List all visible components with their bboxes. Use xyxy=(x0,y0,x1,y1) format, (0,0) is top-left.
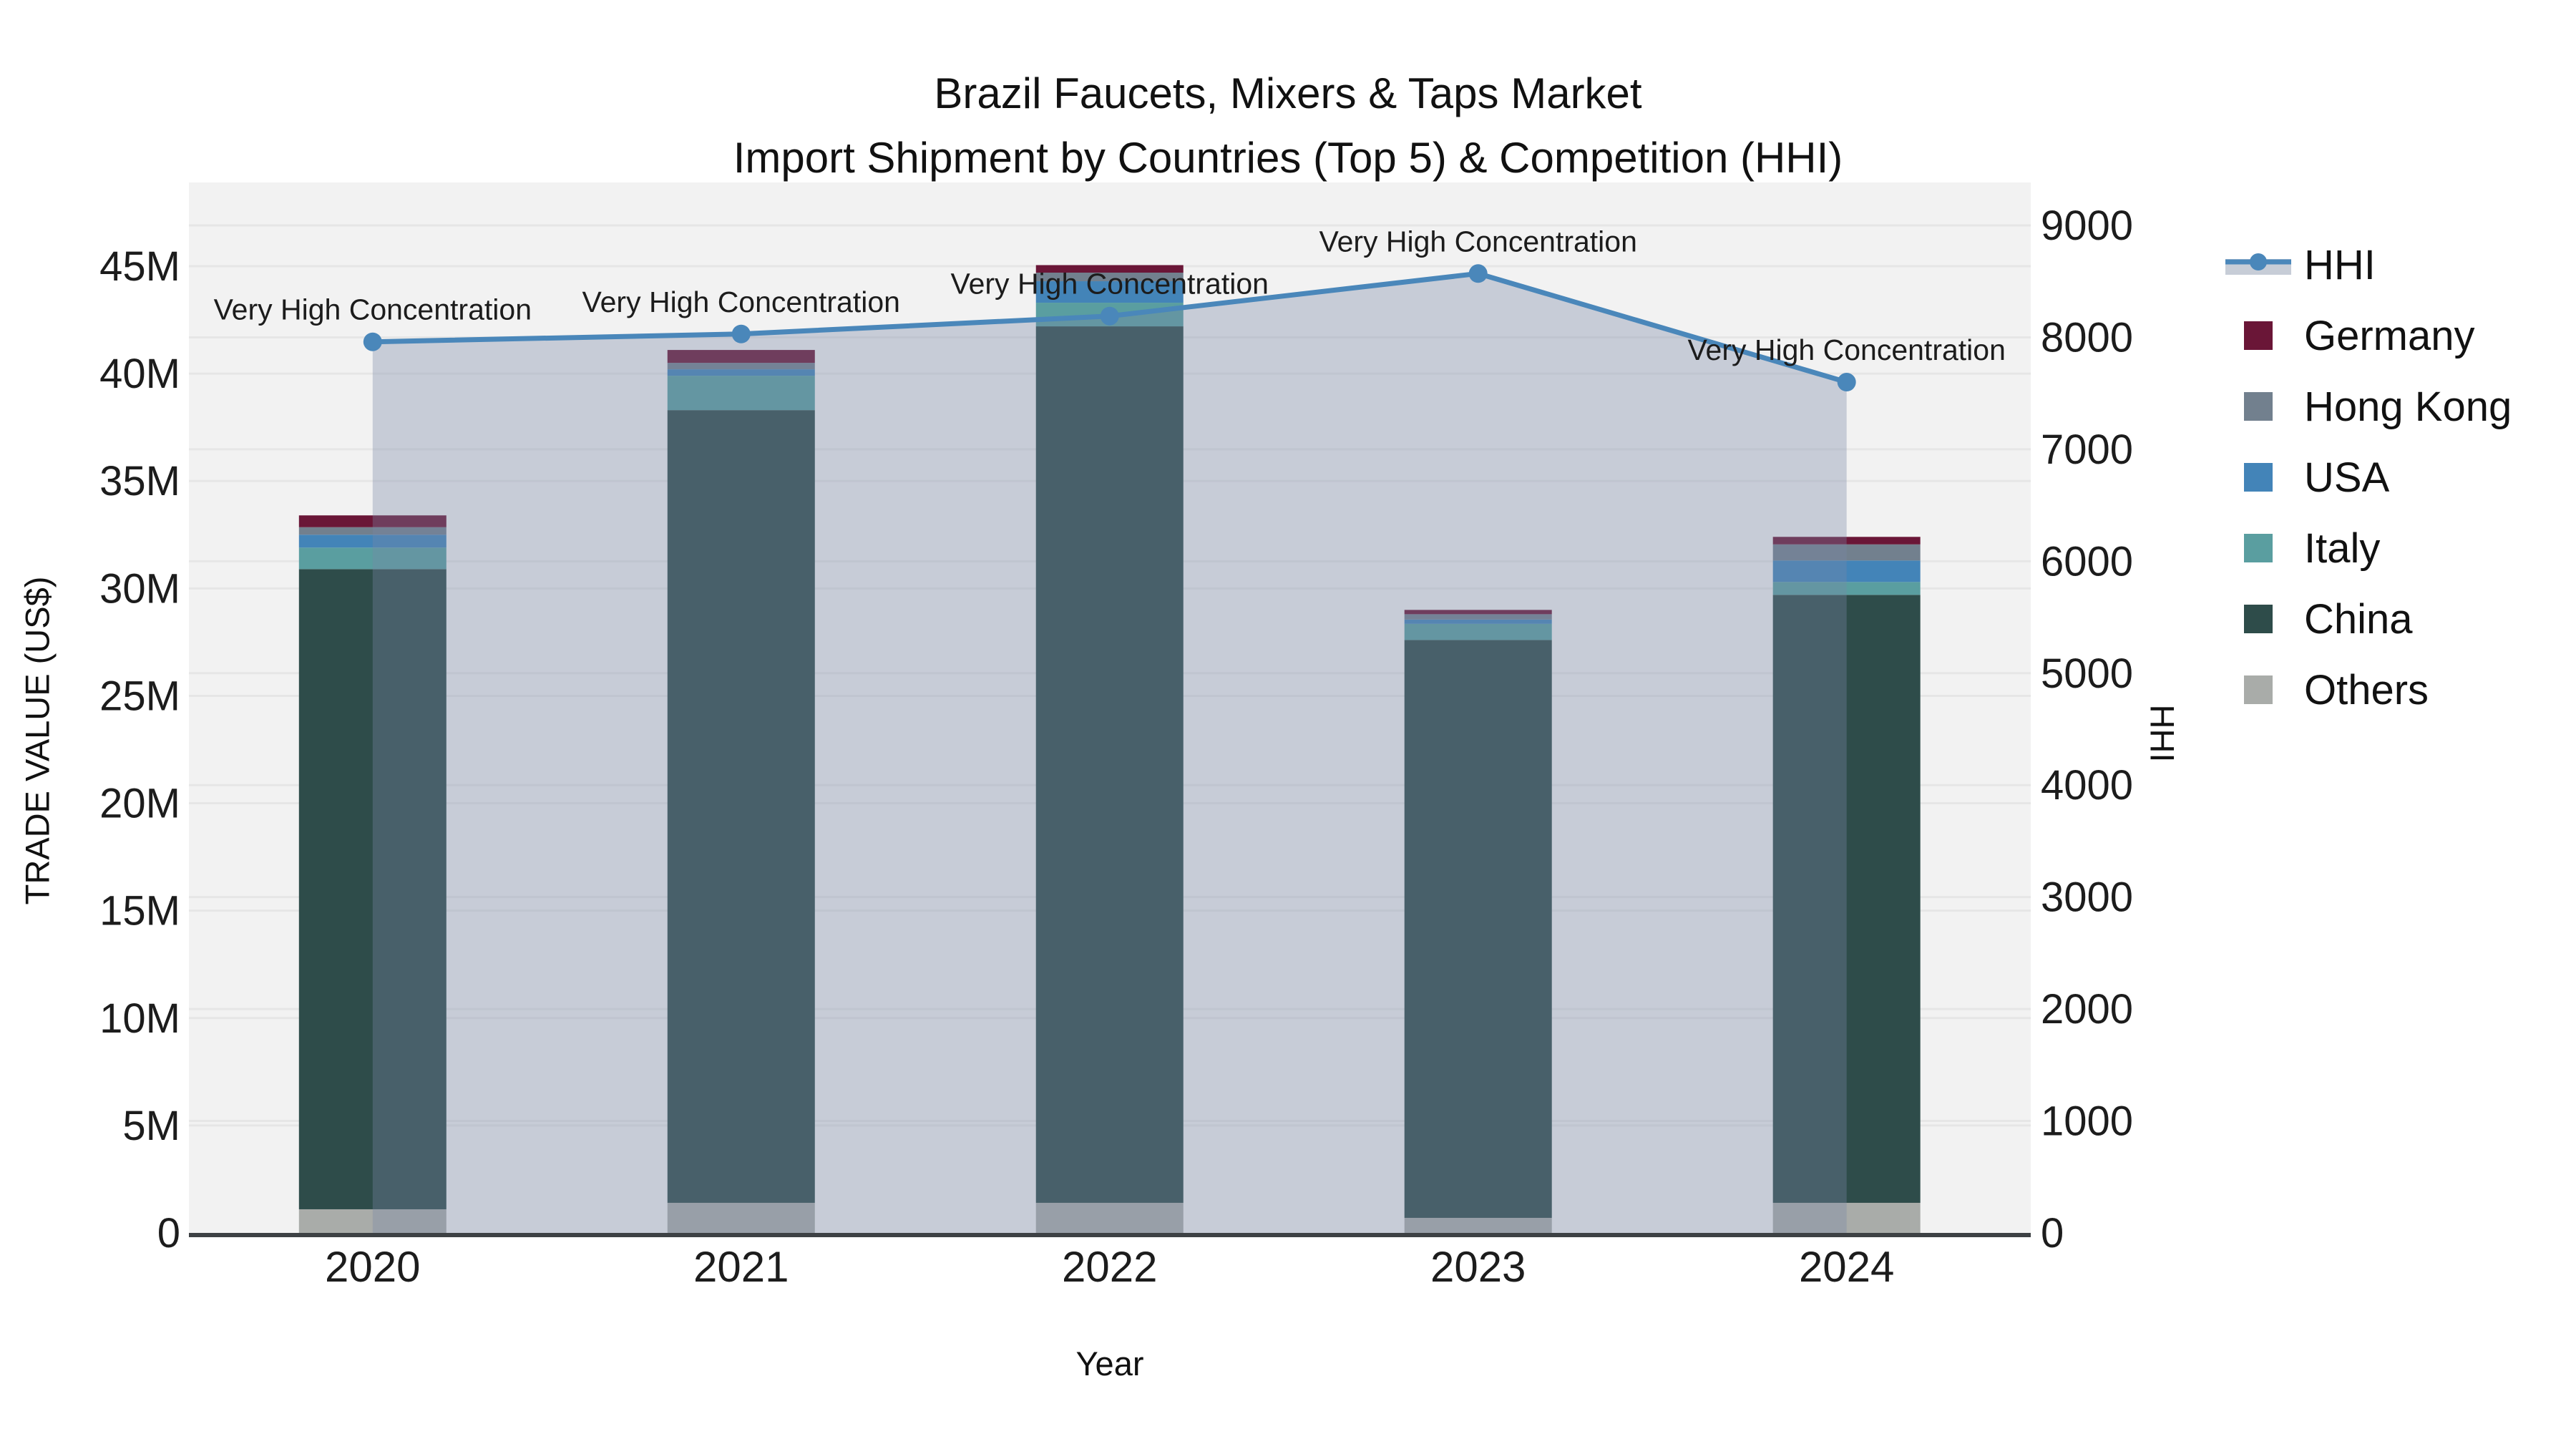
chart-title-line1: Brazil Faucets, Mixers & Taps Market xyxy=(934,69,1642,117)
legend-label-hhi: HHI xyxy=(2304,241,2376,288)
x-tick-label-2022: 2022 xyxy=(1062,1243,1157,1291)
y-left-tick-label: 35M xyxy=(99,458,180,504)
x-tick-label-2021: 2021 xyxy=(693,1243,789,1291)
chart-title-line2: Import Shipment by Countries (Top 5) & C… xyxy=(733,134,1843,182)
bar-segment-italy-2024[interactable] xyxy=(1772,582,1921,595)
y-left-tick-label: 25M xyxy=(99,673,180,719)
bar-segment-germany-2024[interactable] xyxy=(1772,537,1921,545)
x-tick-label-2024: 2024 xyxy=(1799,1243,1894,1291)
bar-segment-germany-2023[interactable] xyxy=(1404,610,1552,615)
y-left-tick-label: 0 xyxy=(157,1210,180,1257)
legend-item-germany[interactable]: Germany xyxy=(2225,311,2512,361)
x-axis-title: Year xyxy=(1075,1345,1144,1382)
bar-segment-others-2021[interactable] xyxy=(667,1202,815,1233)
y-left-tick-label: 20M xyxy=(99,781,180,827)
annotation-2023: Very High Concentration xyxy=(1319,225,1636,258)
bar-segment-hong-kong-2020[interactable] xyxy=(298,527,447,535)
italy-swatch-icon xyxy=(2225,534,2291,562)
legend-label-germany: Germany xyxy=(2304,312,2475,359)
y-left-tick-label: 45M xyxy=(99,243,180,290)
legend-item-hong-kong[interactable]: Hong Kong xyxy=(2225,381,2512,431)
bar-segment-italy-2021[interactable] xyxy=(667,376,815,411)
bar-segment-usa-2020[interactable] xyxy=(298,535,447,548)
annotation-2021: Very High Concentration xyxy=(582,286,900,318)
x-tick-label-2023: 2023 xyxy=(1430,1243,1526,1291)
bar-segment-hong-kong-2021[interactable] xyxy=(667,363,815,370)
germany-swatch-icon xyxy=(2225,321,2291,350)
legend-item-usa[interactable]: USA xyxy=(2225,452,2512,502)
annotation-2022: Very High Concentration xyxy=(951,268,1269,301)
annotation-2020: Very High Concentration xyxy=(214,293,532,326)
hhi-area-fill xyxy=(372,273,1847,1233)
bar-segment-usa-2021[interactable] xyxy=(667,369,815,376)
bar-segment-china-2021[interactable] xyxy=(667,410,815,1203)
bar-segment-others-2023[interactable] xyxy=(1404,1217,1552,1233)
bar-segment-hong-kong-2024[interactable] xyxy=(1772,544,1921,561)
annotation-2024: Very High Concentration xyxy=(1687,333,2005,366)
bar-segment-germany-2022[interactable] xyxy=(1035,265,1184,273)
bar-segment-usa-2023[interactable] xyxy=(1404,619,1552,624)
y-left-tick-label: 40M xyxy=(99,351,180,397)
legend-label-italy: Italy xyxy=(2304,525,2381,572)
y-right-tick-label: 9000 xyxy=(2041,203,2133,249)
y-right-tick-label: 2000 xyxy=(2041,986,2133,1033)
bar-segment-usa-2022[interactable] xyxy=(1035,281,1184,303)
bar-segment-hong-kong-2022[interactable] xyxy=(1035,273,1184,282)
hhi-swatch-icon xyxy=(2225,249,2291,280)
legend-item-hhi[interactable]: HHI xyxy=(2225,240,2512,290)
bar-segment-others-2024[interactable] xyxy=(1772,1202,1921,1233)
bar-segment-italy-2023[interactable] xyxy=(1404,623,1552,640)
bar-segment-germany-2020[interactable] xyxy=(298,515,447,527)
bar-segment-others-2020[interactable] xyxy=(298,1209,447,1233)
legend-item-italy[interactable]: Italy xyxy=(2225,523,2512,573)
bar-segment-china-2020[interactable] xyxy=(298,569,447,1209)
legend: HHI Germany Hong Kong USA Italy China Others xyxy=(2225,240,2512,715)
usa-swatch-icon xyxy=(2225,463,2291,492)
legend-label-usa: USA xyxy=(2304,454,2390,501)
bar-segment-germany-2021[interactable] xyxy=(667,350,815,364)
y-left-tick-label: 10M xyxy=(99,995,180,1042)
y-right-tick-label: 7000 xyxy=(2041,426,2133,473)
bar-segment-hong-kong-2023[interactable] xyxy=(1404,614,1552,620)
y-left-tick-label: 15M xyxy=(99,888,180,935)
x-tick-label-2020: 2020 xyxy=(325,1243,420,1291)
y-right-tick-label: 8000 xyxy=(2041,314,2133,361)
bar-segment-others-2022[interactable] xyxy=(1035,1202,1184,1233)
bar-segment-china-2023[interactable] xyxy=(1404,640,1552,1218)
y-right-tick-label: 1000 xyxy=(2041,1098,2133,1145)
y-right-tick-label: 0 xyxy=(2041,1210,2064,1257)
y-left-tick-label: 30M xyxy=(99,565,180,612)
hhi-marker-2022[interactable] xyxy=(1100,306,1119,326)
others-swatch-icon xyxy=(2225,675,2291,704)
legend-item-others[interactable]: Others xyxy=(2225,665,2512,715)
hhi-marker-2020[interactable] xyxy=(363,332,382,351)
bar-segment-usa-2024[interactable] xyxy=(1772,560,1921,582)
y-right-tick-label: 6000 xyxy=(2041,538,2133,585)
hhi-marker-2023[interactable] xyxy=(1468,264,1488,283)
hong-kong-swatch-icon xyxy=(2225,392,2291,421)
hhi-marker-2021[interactable] xyxy=(731,324,751,343)
legend-label-others: Others xyxy=(2304,666,2429,713)
bar-segment-china-2022[interactable] xyxy=(1035,326,1184,1203)
china-swatch-icon xyxy=(2225,605,2291,633)
y-right-tick-label: 5000 xyxy=(2041,650,2133,697)
y-left-tick-label: 5M xyxy=(122,1103,180,1149)
legend-label-china: China xyxy=(2304,595,2413,643)
y-right-tick-label: 4000 xyxy=(2041,762,2133,809)
legend-item-china[interactable]: China xyxy=(2225,594,2512,644)
bar-segment-italy-2020[interactable] xyxy=(298,547,447,570)
legend-label-hong-kong: Hong Kong xyxy=(2304,383,2512,430)
bar-segment-china-2024[interactable] xyxy=(1772,595,1921,1203)
hhi-marker-2024[interactable] xyxy=(1837,373,1856,392)
y-right-tick-label: 3000 xyxy=(2041,874,2133,921)
